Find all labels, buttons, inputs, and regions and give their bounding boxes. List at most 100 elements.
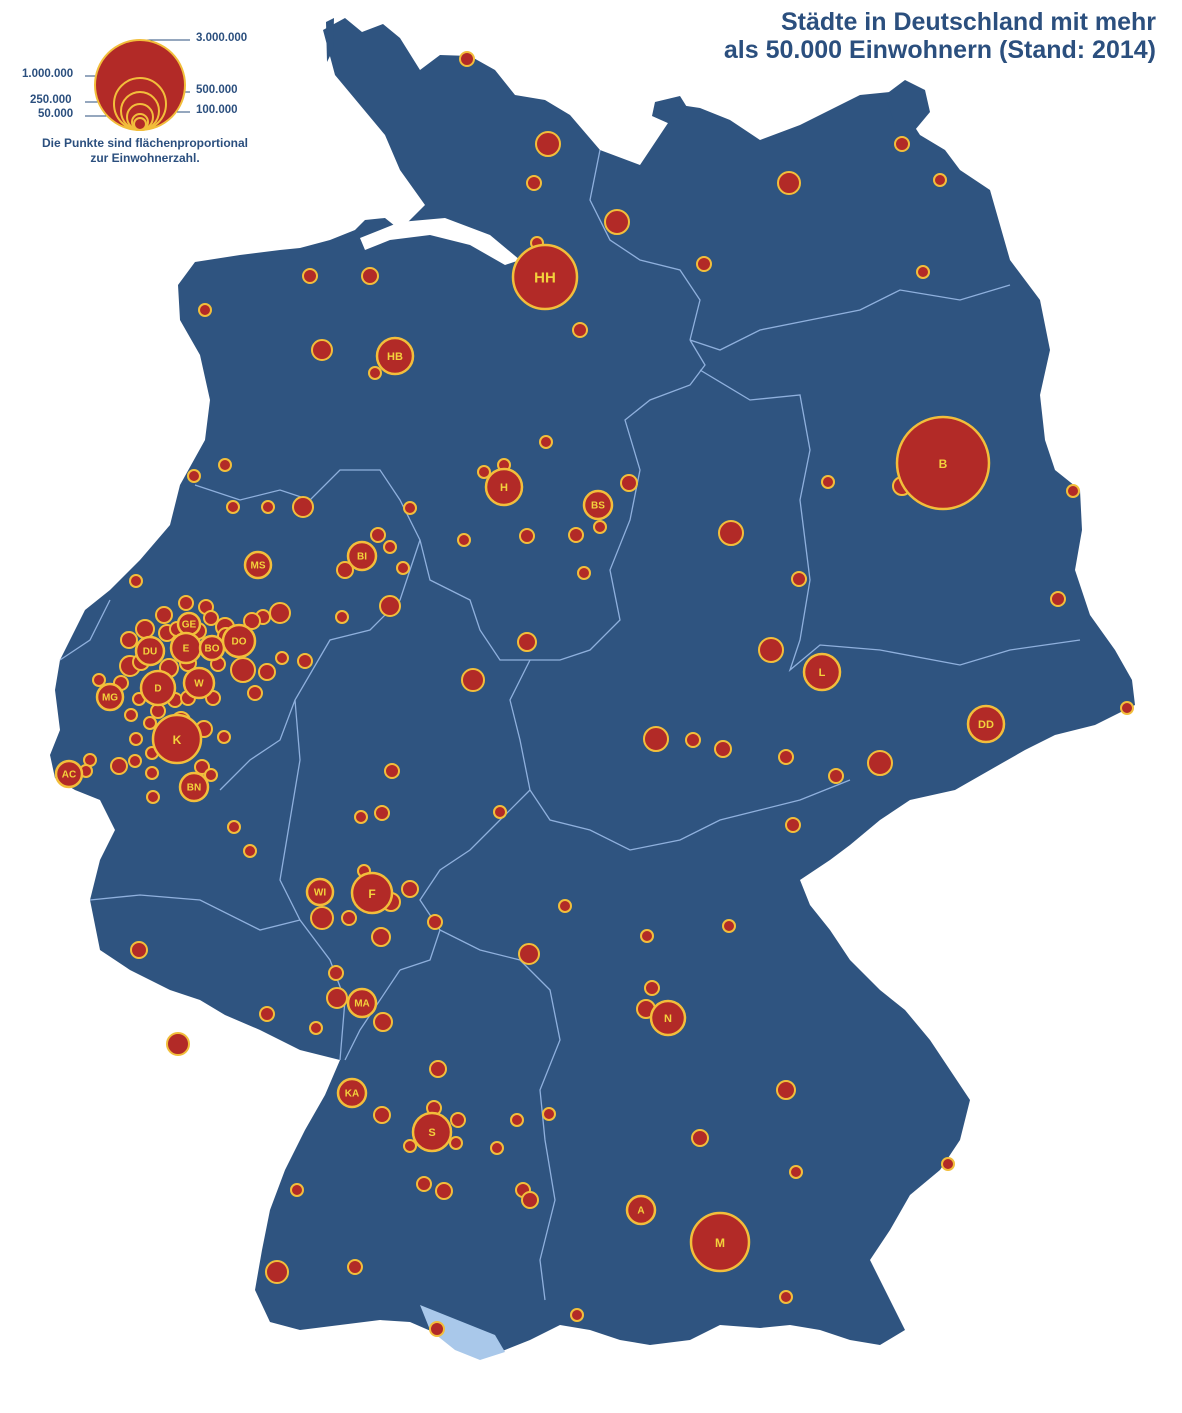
city-label-ms: MS [251, 561, 266, 572]
abbreviation-row: H Hannover [1012, 1125, 1180, 1142]
abbreviation-row: L Leipzig [1012, 1210, 1180, 1227]
city-dot [341, 910, 357, 926]
city-dot [776, 1080, 796, 1100]
city-dot [572, 322, 588, 338]
city-dot-s [411, 1111, 453, 1153]
abbreviation-code: M [1012, 1227, 1024, 1243]
abbreviation-code: K [1012, 1176, 1023, 1192]
city-dot-hb [375, 336, 415, 376]
city-dot [302, 268, 318, 284]
city-dot [403, 501, 417, 515]
city-dot [401, 880, 419, 898]
city-dot [166, 1032, 190, 1056]
abbreviation-city-name: Hannover [1042, 1125, 1107, 1141]
city-dot [685, 732, 701, 748]
lake-constance [420, 1305, 505, 1360]
elbe-estuary [360, 218, 520, 265]
abbreviation-city-name: Köln [1042, 1176, 1074, 1192]
city-dot [347, 1259, 363, 1275]
city-label-h: H [500, 482, 508, 494]
city-dot-f [350, 871, 394, 915]
abbreviation-code: DO [1012, 1040, 1033, 1056]
city-label-a: A [637, 1206, 644, 1217]
city-dot [243, 612, 261, 630]
abbreviation-row: MG Mönchengladbach [1012, 1261, 1180, 1278]
city-dot [517, 632, 537, 652]
city-dot [577, 566, 591, 580]
abbreviation-row: M München [1012, 1227, 1180, 1244]
legend-note: Die Punkte sind flächenproportional zur … [30, 136, 260, 166]
abbreviation-code: N [1012, 1295, 1023, 1311]
abbreviation-city-name: Dresden [1042, 1023, 1099, 1039]
city-dot [187, 469, 201, 483]
city-dot [521, 1191, 539, 1209]
city-dot-a [625, 1194, 657, 1226]
legend-label-50000: 50.000 [38, 108, 74, 120]
abbreviation-row: AC Aachen [1012, 904, 1180, 921]
abbreviation-row: WI Wiesbaden [1012, 1346, 1180, 1363]
abbreviation-row: MA Mannheim [1012, 1244, 1180, 1261]
city-dot [568, 527, 584, 543]
city-label-dd: DD [978, 719, 994, 731]
city-dot [941, 1157, 955, 1171]
city-dot [292, 496, 314, 518]
city-dot [243, 844, 257, 858]
city-label-du: DU [143, 647, 157, 658]
city-label-bo: BO [205, 644, 220, 655]
city-dot [124, 708, 138, 722]
abbreviation-row: S Stuttgart [1012, 1312, 1180, 1329]
city-label-l: L [819, 667, 826, 679]
legend-label-250000: 250.000 [30, 94, 72, 106]
abbreviation-row: BS Braunschweig [1012, 989, 1180, 1006]
city-label-m: M [715, 1236, 725, 1250]
abbreviation-city-name: Augsburg [1042, 887, 1109, 903]
city-dot [691, 1129, 709, 1147]
abbreviation-code: L [1012, 1210, 1021, 1226]
city-dot [640, 929, 654, 943]
abbreviation-row: GE Gelsenkirchen [1012, 1108, 1180, 1125]
city-dot [894, 136, 910, 152]
abbreviation-city-name: Aachen [1042, 904, 1093, 920]
abbreviation-city-name: Frankfurt am Main [1042, 1091, 1164, 1107]
abbreviation-code: D [1012, 1006, 1023, 1022]
city-label-ka: KA [345, 1089, 359, 1100]
abbreviation-city-name: Dortmund [1042, 1040, 1109, 1056]
city-dot [1120, 701, 1134, 715]
city-dot [644, 980, 660, 996]
city-dot-hh [511, 243, 579, 311]
city-dot [336, 561, 354, 579]
city-dot [275, 651, 289, 665]
abbreviation-code: DU [1012, 1057, 1033, 1073]
city-dot [145, 766, 159, 780]
city-dot [416, 1176, 432, 1192]
abbreviation-code: H [1012, 1125, 1023, 1141]
city-dot [791, 571, 807, 587]
city-dot [461, 668, 485, 692]
city-dot [535, 131, 561, 157]
city-dot [326, 987, 348, 1009]
city-dot [178, 595, 194, 611]
city-dot [379, 595, 401, 617]
city-dot [457, 533, 471, 547]
abbreviation-rows: A Augsburg AC Aachen B Berlin BI Bielefeld BN Bon… [1012, 887, 1180, 1363]
city-dot [933, 173, 947, 187]
city-dot [758, 637, 784, 663]
legend-circles [85, 39, 190, 131]
city-dot-ac [54, 759, 84, 789]
abbreviation-code: AC [1012, 904, 1033, 920]
abbreviation-row: BO Bochum [1012, 972, 1180, 989]
abbreviation-code: MA [1012, 1244, 1034, 1260]
abbreviation-city-name: Gelsenkirchen [1042, 1108, 1139, 1124]
city-dot [403, 1139, 417, 1153]
abbreviation-row: HB Bremen [1012, 1142, 1180, 1159]
abbreviation-row: DO Dortmund [1012, 1040, 1180, 1057]
city-dot-do [221, 623, 257, 659]
city-dot [429, 1060, 447, 1078]
abbreviation-code: GE [1012, 1108, 1033, 1124]
ruegen-island [885, 80, 930, 130]
abbreviation-row: DU Duisburg [1012, 1057, 1180, 1074]
city-dot [129, 574, 143, 588]
city-dot [128, 754, 142, 768]
city-dot [1050, 591, 1066, 607]
